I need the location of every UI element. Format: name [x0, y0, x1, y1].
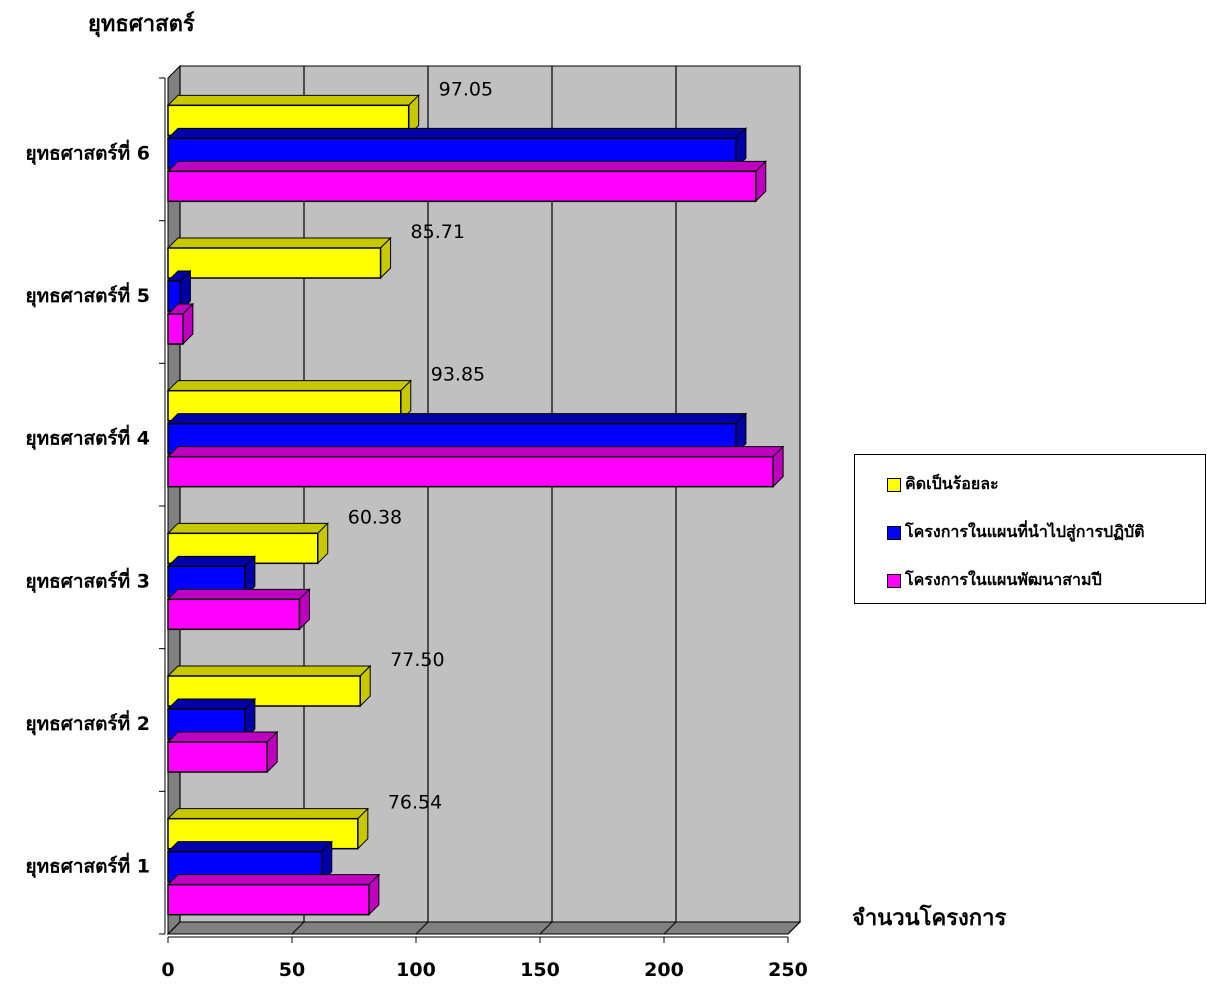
axis-ticks [159, 77, 789, 943]
legend-item-percent: คิดเป็นร้อยละ [887, 472, 999, 497]
data-labels: 76.54 77.50 60.38 93.85 85.71 97.05 [348, 78, 493, 813]
bar-top [166, 237, 392, 249]
legend-label: โครงการในแผนที่นำไปสู่การปฏิบัติ [905, 522, 1145, 541]
data-label: 60.38 [348, 506, 402, 528]
legend-swatch-yellow [887, 477, 901, 492]
bar-top [166, 588, 311, 600]
x-tick-label: 0 [161, 959, 174, 981]
bar-top [166, 731, 279, 743]
bar-top [166, 555, 257, 567]
bar-top [166, 698, 257, 710]
data-label: 77.50 [390, 649, 444, 671]
data-label: 93.85 [431, 364, 485, 386]
bar-top [166, 841, 333, 853]
bar [167, 247, 382, 279]
category-label: ยุทธศาสตร์ที่ 3 [26, 567, 150, 593]
bar [167, 883, 370, 916]
category-labels: ยุทธศาสตร์ที่ 1 ยุทธศาสตร์ที่ 2 ยุทธศาสตร์… [26, 139, 150, 878]
x-axis-title: จำนวนโครงการ [852, 906, 1007, 931]
bar-top [166, 665, 372, 677]
legend-item-three-year-plan: โครงการในแผนพัฒนาสามปี [887, 568, 1102, 593]
category-label: ยุทธศาสตร์ที่ 2 [26, 710, 150, 736]
category-label: ยุทธศาสตร์ที่ 6 [26, 139, 150, 165]
legend-label: โครงการในแผนพัฒนาสามปี [905, 570, 1102, 589]
bar-top [166, 94, 420, 106]
legend: คิดเป็นร้อยละ โครงการในแผนที่นำไปสู่การป… [854, 454, 1206, 604]
category-label: ยุทธศาสตร์ที่ 5 [26, 282, 150, 308]
bar-top [166, 522, 329, 534]
data-label: 85.71 [411, 221, 465, 243]
floor-line [539, 921, 553, 935]
legend-swatch-magenta [887, 573, 901, 588]
floor-line [663, 921, 677, 935]
bar-top [166, 160, 767, 172]
data-label: 76.54 [388, 792, 442, 814]
data-label: 97.05 [439, 78, 493, 100]
floor-line [787, 921, 801, 935]
bar-top [166, 874, 381, 886]
legend-label: คิดเป็นร้อยละ [905, 474, 999, 493]
bar [167, 170, 757, 203]
category-label: ยุทธศาสตร์ที่ 4 [26, 425, 150, 451]
bar-top [166, 446, 785, 458]
bar [167, 741, 268, 773]
bar [167, 313, 184, 345]
y-axis-title: ยุทธศาสตร์ [88, 12, 195, 37]
bar [167, 455, 774, 488]
bar-top [166, 127, 748, 139]
bar-top [166, 380, 412, 392]
x-tick-label: 50 [279, 959, 305, 981]
legend-item-implemented: โครงการในแผนที่นำไปสู่การปฏิบัติ [887, 520, 1145, 545]
floor [166, 921, 802, 935]
floor-line [167, 921, 181, 935]
legend-swatch-blue [887, 525, 901, 540]
bars [166, 94, 785, 916]
floor-line [291, 921, 305, 935]
bar-top [166, 413, 748, 425]
bar-top [166, 808, 370, 820]
bar [167, 598, 301, 631]
x-tick-label: 150 [520, 959, 560, 981]
category-label: ยุทธศาสตร์ที่ 1 [26, 853, 150, 879]
x-tick-label: 100 [396, 959, 436, 981]
x-tick-labels: 0 50 100 150 200 250 [161, 959, 807, 981]
x-tick-label: 200 [644, 959, 684, 981]
floor-line [415, 921, 429, 935]
x-tick-label: 250 [768, 959, 808, 981]
gridlines [167, 66, 801, 935]
